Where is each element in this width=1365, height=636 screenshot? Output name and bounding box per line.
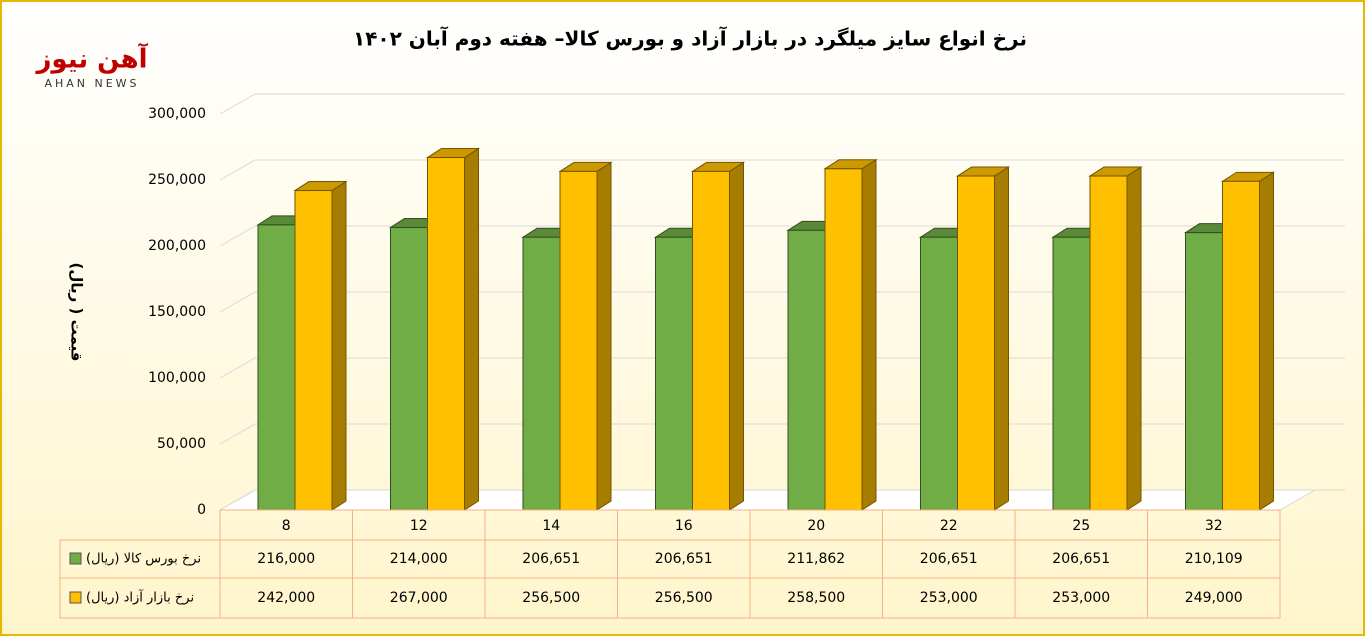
x-tick-label: 14	[542, 518, 560, 534]
table-value: 256,500	[655, 590, 713, 606]
table-value: 242,000	[257, 590, 315, 606]
bar	[1185, 232, 1223, 511]
bar	[1052, 236, 1091, 511]
bar-side	[464, 147, 479, 511]
bar-side	[596, 161, 612, 511]
bar-side	[729, 161, 744, 511]
x-tick-label: 12	[410, 518, 428, 534]
table-value: 206,651	[920, 551, 978, 567]
bar	[787, 229, 826, 511]
bar	[1089, 175, 1128, 511]
bar	[655, 236, 693, 511]
bar	[920, 236, 958, 511]
floor	[218, 489, 1317, 511]
y-tick-label: 0	[197, 502, 206, 518]
table-value: 256,500	[522, 590, 580, 606]
bar	[824, 168, 863, 511]
x-tick-label: 22	[940, 518, 958, 534]
table-value: 210,109	[1185, 551, 1243, 567]
chart-title: نرخ انواع سایز میلگرد در بازار آزاد و بو…	[353, 26, 1027, 51]
table-value: 206,651	[1052, 551, 1110, 567]
bar-side	[331, 180, 347, 511]
x-tick-label: 16	[675, 518, 693, 534]
bar	[390, 227, 428, 511]
legend-swatch	[69, 552, 82, 565]
y-tick-label: 200,000	[148, 238, 206, 254]
bar-side	[1126, 166, 1142, 511]
x-tick-label: 20	[807, 518, 825, 534]
table-value: 216,000	[257, 551, 315, 567]
y-tick-label: 300,000	[148, 106, 206, 122]
table-value: 249,000	[1185, 590, 1243, 606]
bar-side	[994, 166, 1009, 511]
logo-tagline: AHAN NEWS	[44, 77, 139, 90]
logo-name: آهن نیوز	[34, 43, 148, 75]
legend-label: نرخ بورس کالا (ریال)	[86, 552, 201, 567]
table-value: 267,000	[390, 590, 448, 606]
table-value: 211,862	[787, 551, 845, 567]
bar-side	[1259, 171, 1274, 511]
grid-line	[219, 159, 1345, 181]
table-value: 253,000	[1052, 590, 1110, 606]
y-tick-label: 250,000	[148, 172, 206, 188]
table-value: 206,651	[655, 551, 713, 567]
legend-swatch	[69, 591, 82, 604]
bar	[257, 224, 296, 511]
bar-side	[861, 158, 877, 511]
bar	[692, 170, 730, 511]
table-value: 253,000	[920, 590, 978, 606]
bar	[559, 170, 598, 511]
table-value: 206,651	[522, 551, 580, 567]
x-tick-label: 25	[1072, 518, 1090, 534]
x-tick-label: 32	[1205, 518, 1223, 534]
bar	[427, 157, 465, 511]
bar	[957, 175, 995, 511]
y-tick-label: 150,000	[148, 304, 206, 320]
table-value: 214,000	[390, 551, 448, 567]
bar	[1222, 180, 1260, 511]
grid-line	[219, 93, 1345, 115]
x-tick-label: 8	[282, 518, 291, 534]
bar	[522, 236, 561, 511]
y-tick-label: 100,000	[148, 370, 206, 386]
bar	[294, 190, 333, 511]
y-axis-title: قیمت ( ریال)	[68, 263, 86, 362]
table-value: 258,500	[787, 590, 845, 606]
legend-label: نرخ بازار آزاد (ریال)	[86, 589, 194, 606]
y-tick-label: 50,000	[157, 436, 206, 452]
